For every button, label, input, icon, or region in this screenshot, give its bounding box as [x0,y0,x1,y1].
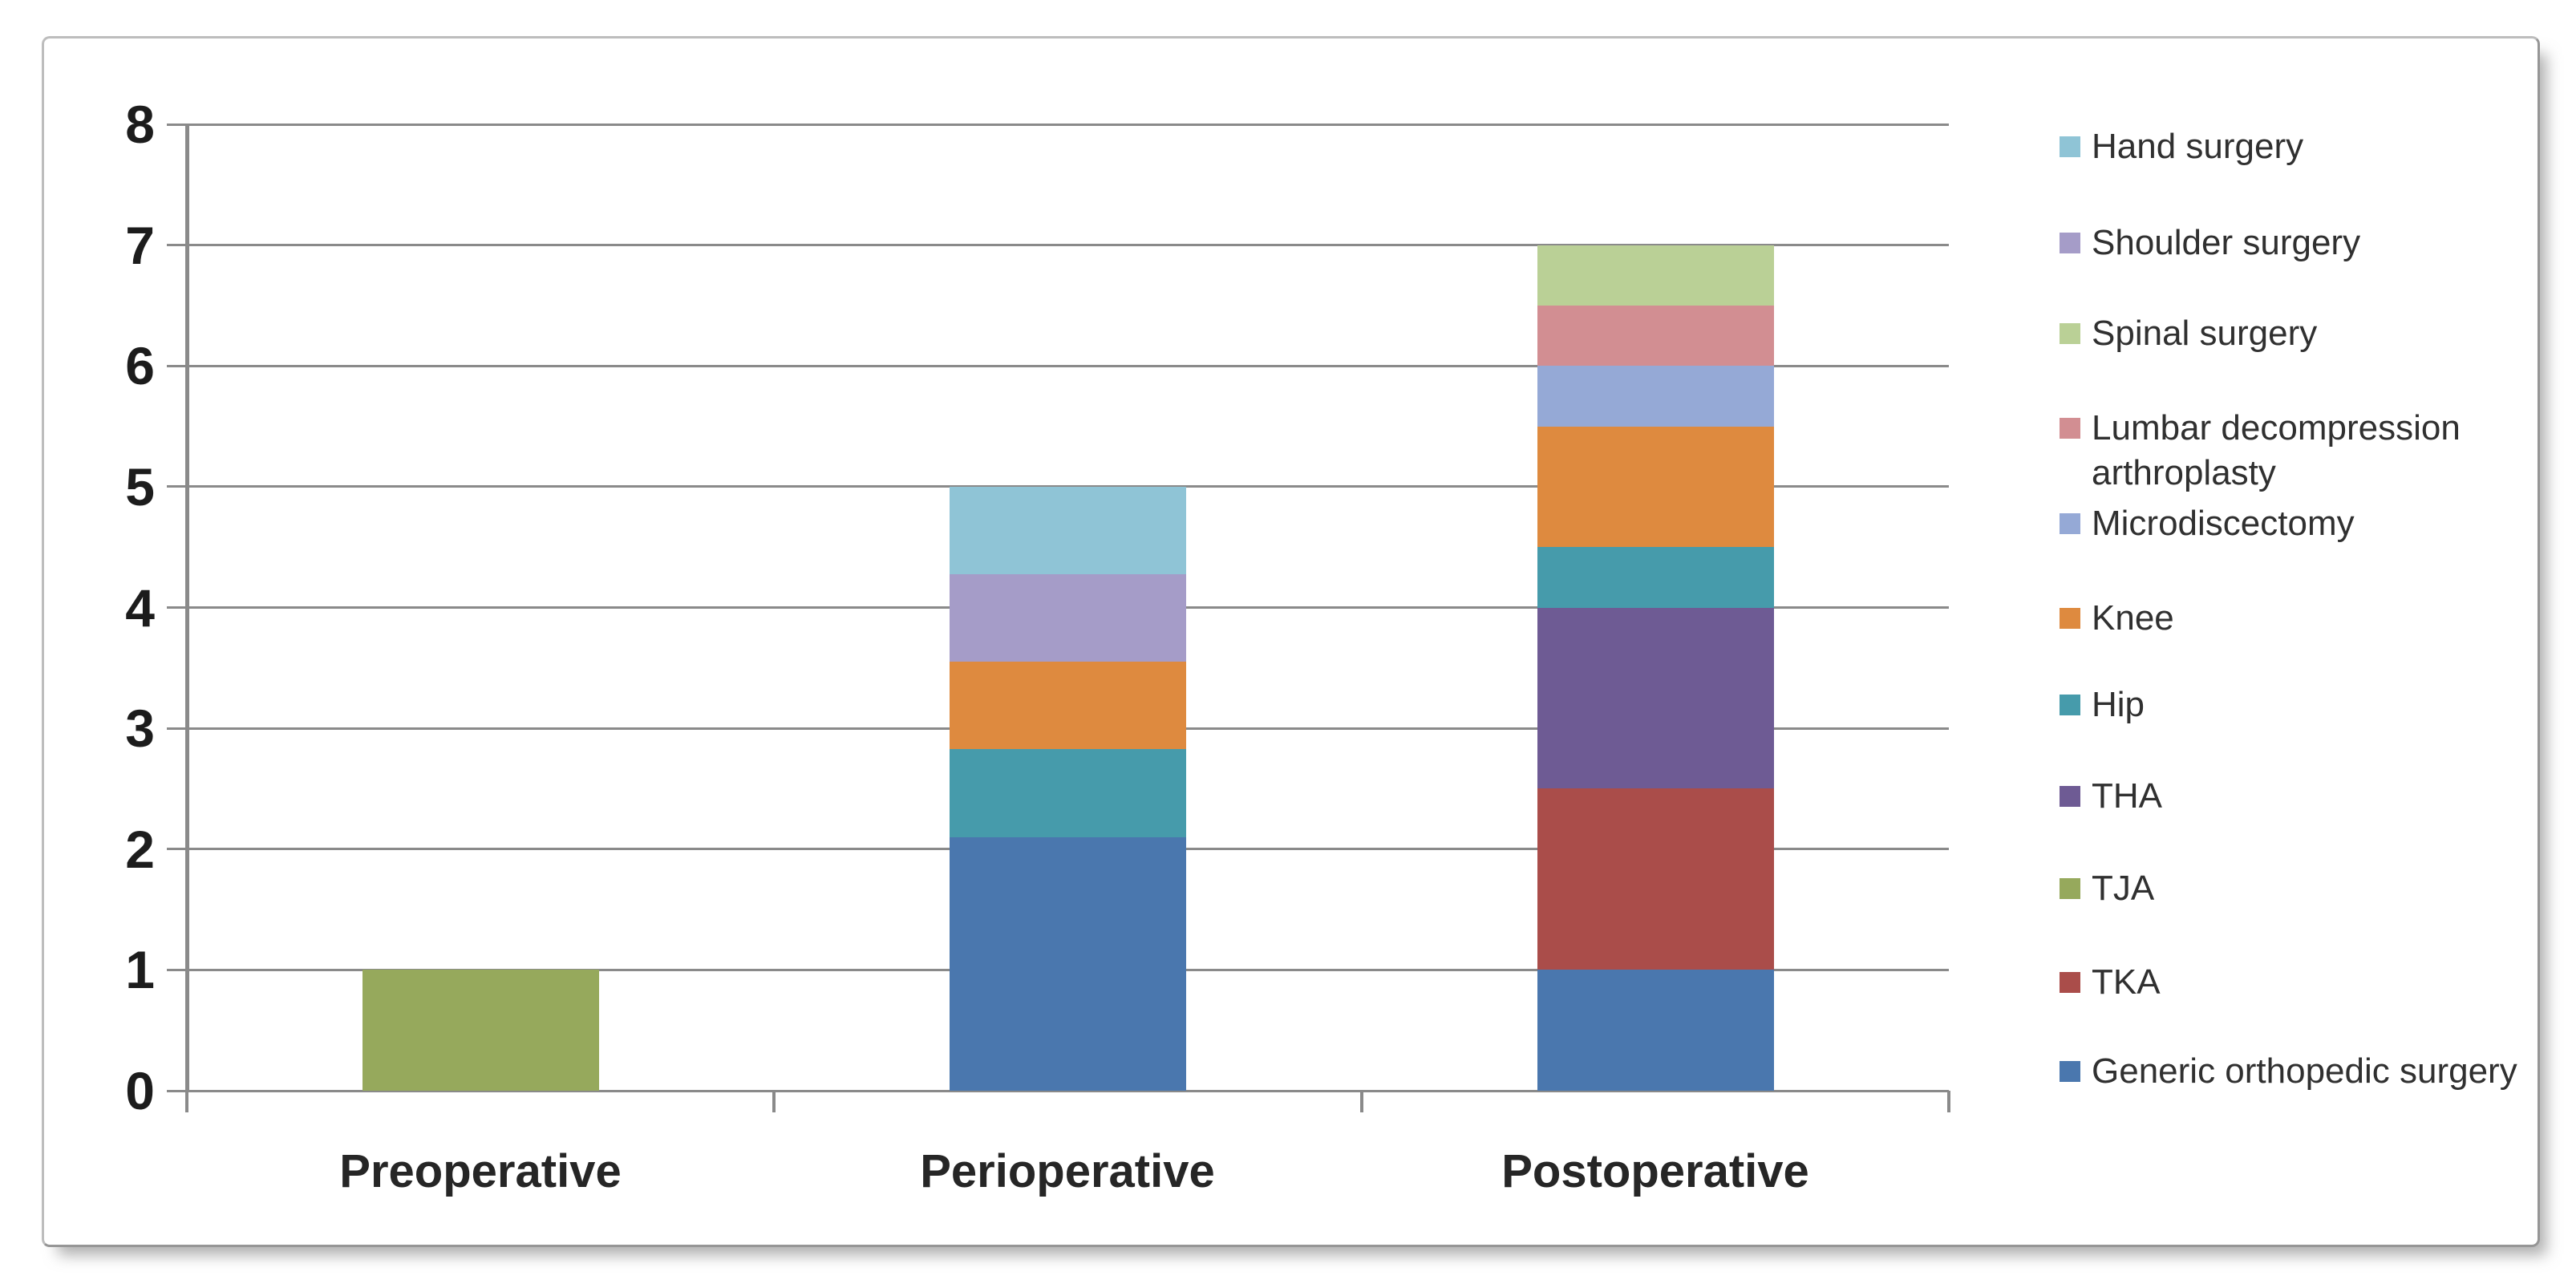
legend-swatch-lumbar-decompression-arthroplasty [2060,418,2080,439]
bar-segment-postoperative-microdiscectomy [1537,366,1774,427]
legend-swatch-microdiscectomy [2060,513,2080,534]
bar-segment-postoperative-hip [1537,547,1774,608]
legend-label-hand-surgery: Hand surgery [2092,127,2304,166]
chart-legend: Hand surgery Shoulder surgery Spinal surge… [2060,38,2557,1250]
bar-segment-perioperative-generic-orthopedic-surgery [949,836,1186,1091]
bar-segment-preoperative-tja [362,970,599,1091]
legend-label-spinal-surgery: Spinal surgery [2092,314,2318,353]
legend-item-hand-surgery: Hand surgery [2060,124,2541,169]
x-axis-tick-2 [1359,1091,1363,1112]
legend-item-hip: Hip [2060,682,2541,727]
bar-stack-preoperative [362,970,599,1091]
bar-segment-perioperative-knee [949,662,1186,750]
legend-item-tja: TJA [2060,866,2541,911]
x-category-label-perioperative: Perioperative [920,1145,1215,1197]
legend-swatch-shoulder-surgery [2060,233,2080,253]
bar-segment-postoperative-spinal-surgery [1537,245,1774,306]
legend-label-tha: THA [2092,776,2162,816]
bar-segment-perioperative-hand-surgery [949,486,1186,575]
bar-segment-perioperative-shoulder-surgery [949,574,1186,662]
x-axis-tick-3 [1947,1091,1950,1112]
legend-swatch-tka [2060,972,2080,993]
gridline-y-8 [167,123,1949,126]
gridline-y-7 [167,244,1949,247]
legend-item-tka: TKA [2060,960,2541,1005]
x-axis-tick-0 [185,1091,188,1112]
legend-item-microdiscectomy: Microdiscectomy [2060,501,2541,546]
legend-item-lumbar-decompression-arthroplasty: Lumbar decompression arthroplasty [2060,406,2541,496]
x-category-label-postoperative: Postoperative [1501,1145,1809,1197]
legend-label-tja: TJA [2092,869,2155,908]
legend-label-shoulder-surgery: Shoulder surgery [2092,223,2361,262]
legend-item-spinal-surgery: Spinal surgery [2060,311,2541,356]
bar-segment-postoperative-lumbar-decompression-arthroplasty [1537,305,1774,367]
x-category-label-preoperative: Preoperative [339,1145,622,1197]
legend-swatch-tha [2060,786,2080,807]
legend-label-knee: Knee [2092,598,2174,638]
legend-label-generic-orthopedic-surgery: Generic orthopedic surgery [2092,1051,2517,1091]
legend-item-shoulder-surgery: Shoulder surgery [2060,221,2541,265]
legend-label-lumbar-decompression-arthroplasty: Lumbar decompression arthroplasty [2092,408,2461,492]
legend-item-knee: Knee [2060,596,2541,641]
bar-segment-postoperative-generic-orthopedic-surgery [1537,970,1774,1091]
gridline-y-0 [167,1089,1949,1092]
x-axis-tick-1 [772,1091,776,1112]
bar-segment-postoperative-knee [1537,426,1774,548]
legend-label-hip: Hip [2092,685,2145,724]
bar-segment-perioperative-hip [949,749,1186,837]
gridline-y-6 [167,364,1949,367]
legend-item-generic-orthopedic-surgery: Generic orthopedic surgery [2060,1049,2541,1094]
legend-swatch-spinal-surgery [2060,323,2080,344]
bar-segment-postoperative-tka [1537,788,1774,970]
legend-item-tha: THA [2060,774,2541,819]
legend-swatch-knee [2060,608,2080,629]
legend-swatch-generic-orthopedic-surgery [2060,1061,2080,1082]
legend-swatch-hand-surgery [2060,136,2080,157]
bar-stack-postoperative [1537,245,1774,1091]
legend-swatch-tja [2060,878,2080,899]
legend-label-tka: TKA [2092,962,2161,1002]
legend-label-microdiscectomy: Microdiscectomy [2092,504,2355,543]
bar-stack-perioperative [949,486,1186,1091]
legend-swatch-hip [2060,695,2080,715]
bar-segment-postoperative-tha [1537,607,1774,789]
